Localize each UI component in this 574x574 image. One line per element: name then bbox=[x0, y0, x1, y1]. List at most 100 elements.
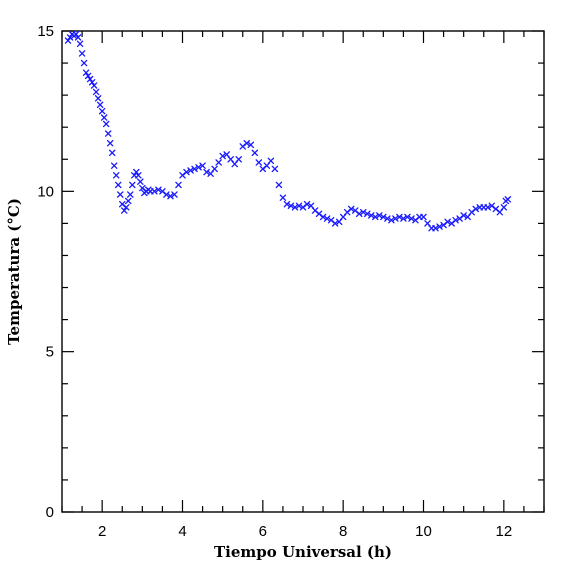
data-point bbox=[121, 207, 128, 214]
data-point bbox=[108, 149, 116, 157]
x-tick-label: 2 bbox=[98, 523, 106, 540]
data-point bbox=[163, 191, 170, 198]
data-point bbox=[291, 204, 299, 211]
data-point bbox=[396, 213, 403, 221]
data-point bbox=[125, 197, 132, 205]
data-point bbox=[359, 208, 367, 216]
data-point bbox=[171, 191, 178, 198]
data-point bbox=[243, 139, 251, 147]
data-point bbox=[384, 215, 391, 222]
data-point bbox=[295, 202, 303, 210]
data-point bbox=[175, 181, 182, 189]
data-point bbox=[199, 162, 206, 169]
data-point bbox=[364, 210, 371, 218]
data-point bbox=[104, 130, 112, 137]
data-point bbox=[271, 165, 279, 173]
data-point bbox=[279, 194, 287, 201]
data-point bbox=[452, 216, 459, 224]
data-point bbox=[275, 181, 283, 189]
data-point bbox=[191, 165, 198, 173]
data-point bbox=[187, 167, 194, 174]
data-point bbox=[420, 213, 427, 221]
data-point bbox=[155, 186, 162, 193]
y-tick-label: 10 bbox=[37, 183, 54, 200]
data-point bbox=[219, 152, 226, 160]
data-point bbox=[287, 202, 295, 210]
x-tick-label: 6 bbox=[259, 523, 267, 540]
data-point bbox=[88, 79, 96, 86]
data-point bbox=[372, 213, 379, 221]
data-point bbox=[500, 204, 508, 211]
data-point bbox=[504, 196, 512, 203]
data-point bbox=[106, 139, 114, 147]
data-point bbox=[444, 218, 451, 226]
data-point bbox=[123, 204, 130, 211]
data-point bbox=[96, 101, 104, 109]
data-point bbox=[72, 30, 80, 38]
data-point bbox=[133, 168, 140, 176]
data-point bbox=[100, 114, 108, 121]
data-point bbox=[129, 181, 136, 189]
data-point bbox=[135, 172, 142, 179]
data-point bbox=[404, 213, 411, 221]
data-point bbox=[110, 162, 118, 169]
data-point bbox=[80, 59, 88, 67]
data-point bbox=[137, 178, 144, 185]
data-point bbox=[76, 40, 84, 48]
data-point bbox=[92, 88, 100, 96]
data-point bbox=[66, 34, 74, 41]
data-point bbox=[94, 95, 102, 102]
data-point bbox=[127, 191, 134, 198]
data-point bbox=[151, 188, 158, 195]
data-point bbox=[98, 107, 106, 115]
data-point bbox=[167, 192, 174, 200]
data-point bbox=[116, 191, 124, 198]
data-point bbox=[388, 216, 395, 224]
x-tick-label: 12 bbox=[495, 523, 512, 540]
data-point bbox=[64, 37, 72, 44]
data-point bbox=[376, 212, 383, 219]
data-point bbox=[347, 205, 355, 213]
data-point bbox=[82, 69, 90, 76]
data-point bbox=[392, 215, 399, 222]
data-point bbox=[251, 149, 259, 157]
x-tick-label: 10 bbox=[415, 523, 432, 540]
data-point bbox=[183, 168, 190, 176]
data-point bbox=[472, 205, 479, 213]
data-series bbox=[64, 30, 512, 232]
data-point bbox=[331, 220, 339, 227]
data-point bbox=[78, 50, 86, 57]
data-point bbox=[432, 224, 439, 232]
data-point bbox=[195, 164, 202, 171]
data-point bbox=[319, 213, 327, 221]
data-point bbox=[84, 72, 92, 80]
data-point bbox=[436, 223, 443, 230]
y-tick-label: 5 bbox=[46, 344, 54, 361]
axis-ticks bbox=[61, 30, 545, 513]
data-point bbox=[323, 215, 331, 222]
axis-tick-labels: 2 4 6 8 10 12 0 5 10 15 bbox=[37, 23, 512, 540]
y-axis-title: Temperatura (°C) bbox=[5, 198, 23, 345]
data-point bbox=[400, 215, 407, 222]
data-point bbox=[355, 210, 363, 218]
data-point bbox=[86, 75, 94, 83]
data-point bbox=[408, 215, 415, 222]
data-point bbox=[460, 212, 467, 219]
data-point bbox=[235, 156, 242, 163]
data-point bbox=[90, 82, 98, 89]
data-point bbox=[211, 165, 218, 173]
data-point bbox=[247, 141, 255, 149]
plot-frame bbox=[61, 30, 545, 513]
data-point bbox=[267, 157, 275, 165]
x-tick-label: 8 bbox=[339, 523, 347, 540]
data-point bbox=[380, 213, 387, 221]
data-point bbox=[74, 34, 82, 41]
x-axis-title: Tiempo Universal (h) bbox=[214, 543, 392, 561]
data-point bbox=[255, 159, 263, 166]
data-point bbox=[368, 212, 375, 219]
data-point bbox=[112, 172, 120, 179]
data-point bbox=[215, 159, 222, 166]
data-point bbox=[102, 120, 110, 128]
data-point bbox=[283, 200, 291, 208]
